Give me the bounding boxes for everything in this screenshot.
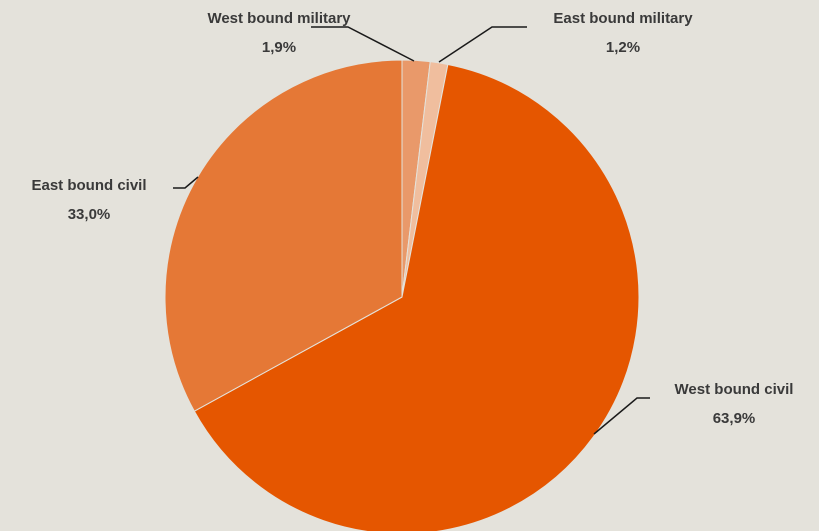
slice-value-east-bound-civil: 33,0% [68,206,111,223]
leader-line-west-bound-military [311,26,415,62]
label-west-bound-military: West bound military 1,9% [207,10,351,56]
pie-slice-east-bound-civil [164,59,403,412]
slice-value-west-bound-civil: 63,9% [713,410,756,427]
pie-slices [164,59,640,531]
label-east-bound-military: East bound military 1,2% [553,10,693,56]
leader-line-west-bound-civil [593,397,650,435]
leader-line-east-bound-civil [173,176,199,189]
slice-value-west-bound-military: 1,9% [262,39,296,56]
slice-name-east-bound-civil: East bound civil [31,177,146,194]
leader-line-east-bound-military [438,26,527,63]
label-east-bound-civil: East bound civil 33,0% [31,177,146,223]
pie-slice-west-bound-civil [193,63,640,531]
slice-value-east-bound-military: 1,2% [606,39,640,56]
slice-name-east-bound-military: East bound military [553,10,693,27]
leader-lines [173,26,650,435]
label-west-bound-civil: West bound civil 63,9% [675,381,794,427]
slice-name-west-bound-military: West bound military [207,10,351,27]
slice-name-west-bound-civil: West bound civil [675,381,794,398]
